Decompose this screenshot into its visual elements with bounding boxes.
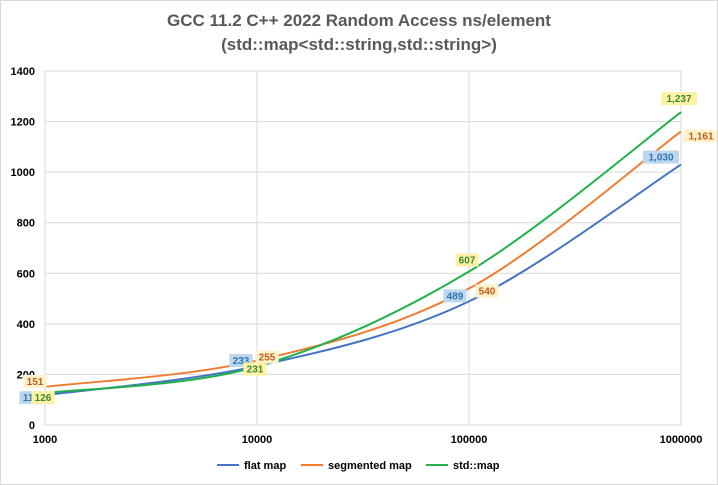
data-label-bg: [643, 150, 679, 164]
x-tick-label: 1000000: [660, 434, 703, 446]
data-label: 607: [459, 256, 476, 267]
data-label: 118: [23, 393, 40, 404]
legend-label: flat map: [244, 460, 286, 472]
data-label: 1,030: [648, 153, 673, 164]
data-label-bg: [243, 362, 267, 376]
data-label-bg: [455, 253, 479, 267]
series-line-segmented-map: [44, 130, 682, 388]
y-tick-label: 1400: [11, 66, 35, 78]
data-label: 233: [233, 356, 250, 367]
series-line-std-map: [44, 111, 682, 395]
x-tick-label: 1000: [33, 434, 57, 446]
data-label: 231: [247, 365, 264, 376]
x-tick-label: 10000: [242, 434, 273, 446]
data-label: 255: [259, 353, 276, 364]
data-label-bg: [443, 289, 467, 303]
x-tick-label: 100000: [451, 434, 488, 446]
data-label: 540: [479, 286, 496, 297]
series-line-flat-map: [44, 163, 682, 397]
data-label-bg: [475, 284, 499, 298]
y-tick-label: 600: [17, 268, 35, 280]
y-tick-label: 1200: [11, 117, 35, 129]
data-label: 126: [35, 393, 52, 404]
data-label-bg: [23, 374, 47, 388]
data-label: 1,237: [666, 94, 691, 105]
data-label-bg: [661, 92, 697, 106]
legend-label: segmented map: [328, 460, 412, 472]
chart-title: GCC 11.2 C++ 2022 Random Access ns/eleme…: [167, 11, 551, 30]
y-tick-label: 400: [17, 319, 35, 331]
chart-subtitle: (std::map<std::string,std::string>): [221, 35, 497, 54]
data-label: 1,161: [688, 131, 713, 142]
legend-label: std::map: [453, 460, 500, 472]
data-label: 151: [27, 377, 44, 388]
data-label: 489: [447, 291, 464, 302]
data-label-bg: [31, 391, 55, 405]
data-label-bg: [683, 129, 717, 143]
y-tick-label: 0: [29, 420, 35, 432]
data-label-bg: [255, 350, 279, 364]
y-tick-label: 800: [17, 218, 35, 230]
y-tick-label: 1000: [11, 167, 35, 179]
